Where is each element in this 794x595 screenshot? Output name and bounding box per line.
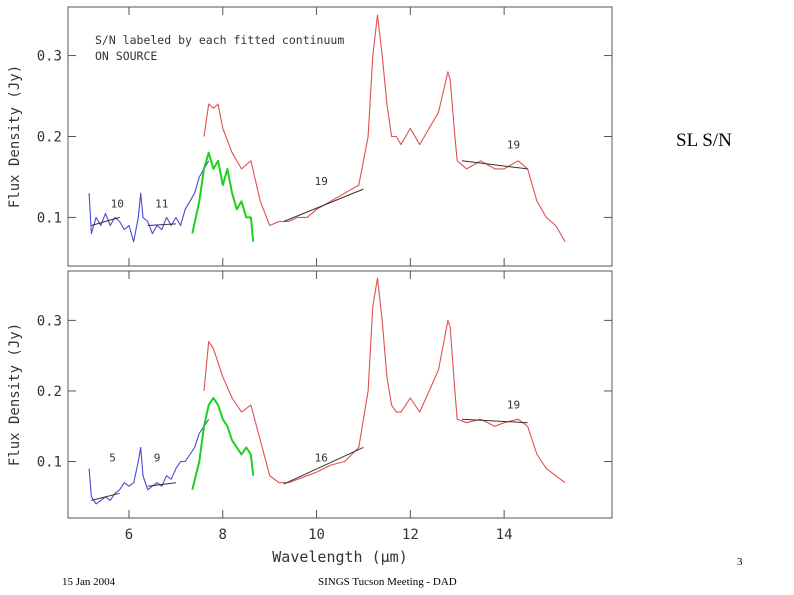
bottom-panel: 0.1 0.2 0.3 Flux Density (Jy) 5 9 16 19 [7,270,613,519]
footer-date: 15 Jan 2004 [62,576,116,588]
y-axis-label: Flux Density (Jy) [7,65,23,208]
x-axis-label: Wavelength (μm) [272,548,407,566]
page-number: 3 [737,556,743,568]
top-panel: 0.1 0.2 0.3 Flux Density (Jy) 10 11 19 19 [7,6,613,267]
x-tick-label: 8 [219,527,227,543]
continuum-fit-line [283,446,364,485]
series-line-sl2 [88,160,210,243]
sn-label: 5 [109,452,116,465]
x-tick-label: 12 [402,527,419,543]
y-tick-label: 0.2 [37,384,62,400]
y-tick-label: 0.1 [37,210,62,226]
sn-label: 10 [111,198,124,211]
footer-meeting: SINGS Tucson Meeting - DAD [318,576,457,588]
slide-title: SL S/N [676,130,732,151]
series-line-sl2 [88,418,210,505]
continuum-fit-line [461,418,528,424]
series-line-sl1 [203,14,566,242]
continuum-fit-line [147,223,176,226]
panel-frame [67,270,613,519]
continuum-fit-line [91,492,120,501]
sn-label: 16 [315,452,328,465]
y-axis-label: Flux Density (Jy) [7,323,23,466]
x-axis: 6 8 10 12 14 [125,527,513,543]
series-line-sl1-bonus [191,397,255,491]
continuum-fit-line [91,216,120,226]
sn-label: 19 [507,139,520,152]
annotation-line-2: ON SOURCE [95,49,157,63]
y-tick-label: 0.1 [37,455,62,471]
series-line-sl1 [203,277,566,484]
x-tick-label: 14 [496,527,513,543]
sn-label: 19 [315,175,328,188]
sn-label: 9 [154,452,161,465]
y-tick-label: 0.3 [37,313,62,329]
continuum-fit-line [283,188,364,222]
y-tick-label: 0.3 [37,49,62,65]
sn-label: 19 [507,399,520,412]
x-tick-label: 10 [308,527,325,543]
continuum-fit-line [461,160,528,170]
annotation-line-1: S/N labeled by each fitted continuum [95,33,344,47]
continuum-fit-line [147,482,176,487]
sn-label: 11 [155,198,168,211]
series-line-sl1-bonus [191,151,255,242]
y-tick-label: 0.2 [37,130,62,146]
x-tick-label: 6 [125,527,133,543]
